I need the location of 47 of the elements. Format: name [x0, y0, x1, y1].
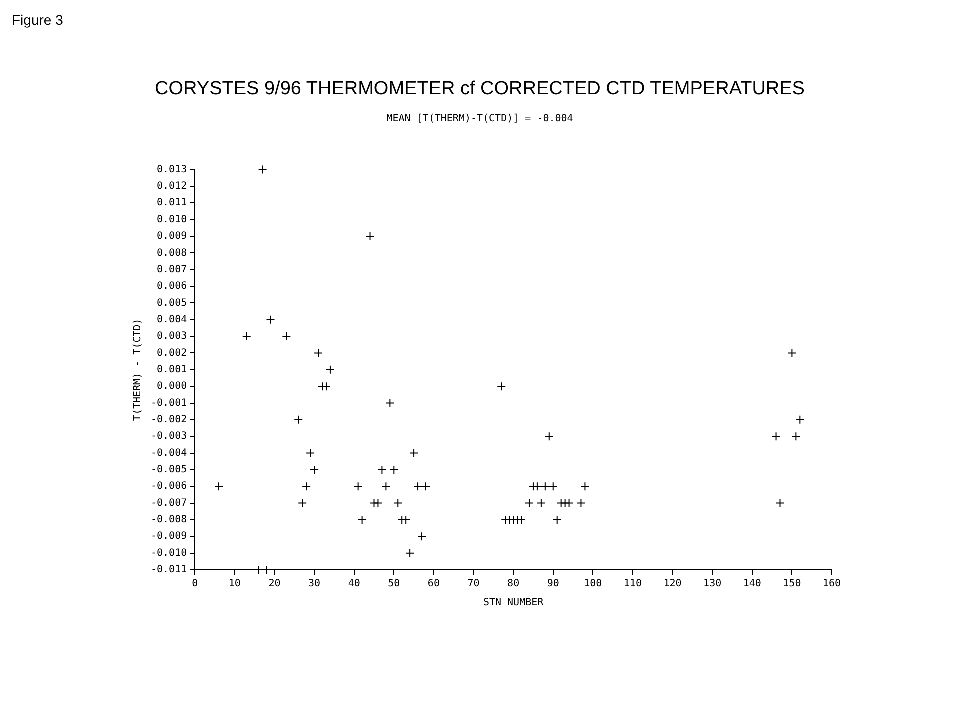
- y-tick-label: 0.010: [157, 214, 188, 226]
- y-tick-label: -0.007: [151, 498, 188, 509]
- y-tick-label: -0.004: [151, 448, 188, 459]
- x-tick-label: 110: [624, 578, 642, 590]
- y-axis-title: T(THERM) - T(CTD): [132, 318, 144, 422]
- y-tick-label: -0.011: [151, 564, 188, 576]
- y-tick-label: 0.012: [157, 181, 188, 192]
- y-tick-label: 0.009: [157, 231, 188, 242]
- y-tick-label: 0.002: [157, 348, 188, 359]
- x-tick-label: 140: [743, 578, 762, 590]
- y-tick-label: -0.008: [151, 514, 188, 526]
- x-tick-label: 20: [268, 578, 281, 590]
- x-tick-label: 80: [508, 578, 520, 590]
- x-tick-label: 60: [428, 578, 440, 590]
- chart-title: CORYSTES 9/96 THERMOMETER cf CORRECTED CTD TEMPERATURES: [155, 78, 805, 100]
- x-tick-label: 120: [664, 578, 682, 590]
- x-axis-title: STN NUMBER: [483, 598, 545, 609]
- y-tick-label: 0.013: [157, 164, 188, 176]
- y-tick-label: -0.001: [151, 398, 188, 409]
- y-tick-label: 0.004: [157, 314, 188, 326]
- y-tick-label: 0.005: [157, 298, 188, 309]
- y-tick-label: 0.007: [157, 264, 188, 276]
- x-tick-label: 150: [783, 578, 802, 590]
- y-tick-label: 0.001: [157, 364, 188, 376]
- y-tick-label: -0.003: [151, 431, 188, 442]
- x-tick-label: 50: [388, 578, 400, 590]
- y-tick-label: -0.009: [151, 531, 188, 542]
- caption: Figure 3: [12, 12, 64, 28]
- y-tick-label: 0.011: [157, 198, 188, 209]
- chart-subtitle: MEAN [T(THERM)-T(CTD)] = -0.004: [386, 113, 574, 124]
- y-tick-label: 0.003: [157, 331, 188, 342]
- y-tick-label: 0.006: [157, 281, 188, 292]
- x-tick-label: 70: [468, 578, 480, 590]
- x-tick-label: 0: [192, 578, 198, 590]
- y-tick-label: 0.008: [157, 248, 188, 259]
- x-tick-label: 40: [348, 578, 360, 590]
- x-tick-label: 100: [584, 578, 602, 590]
- y-tick-label: 0.000: [157, 381, 188, 392]
- y-tick-label: -0.002: [151, 414, 188, 426]
- x-tick-label: 30: [308, 578, 321, 590]
- y-tick-label: -0.010: [151, 548, 188, 559]
- x-tick-label: 160: [822, 578, 842, 590]
- y-tick-label: -0.006: [151, 481, 188, 492]
- x-tick-label: 10: [228, 578, 241, 590]
- x-tick-label: 90: [547, 578, 560, 590]
- x-tick-label: 130: [704, 578, 722, 590]
- y-tick-label: -0.005: [151, 464, 188, 476]
